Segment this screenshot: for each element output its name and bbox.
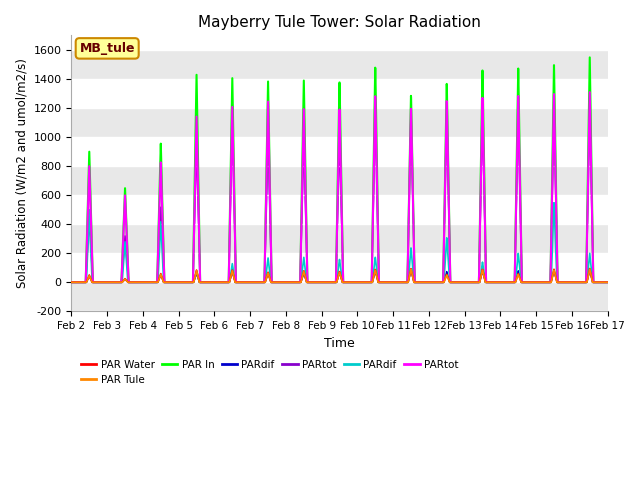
Bar xyxy=(72,282,607,312)
Text: MB_tule: MB_tule xyxy=(79,42,135,55)
Bar xyxy=(72,50,607,79)
Legend: PAR Water, PAR Tule, PAR In, PARdif, PARtot, PARdif, PARtot: PAR Water, PAR Tule, PAR In, PARdif, PAR… xyxy=(77,355,463,389)
Y-axis label: Solar Radiation (W/m2 and umol/m2/s): Solar Radiation (W/m2 and umol/m2/s) xyxy=(15,59,28,288)
X-axis label: Time: Time xyxy=(324,336,355,349)
Title: Mayberry Tule Tower: Solar Radiation: Mayberry Tule Tower: Solar Radiation xyxy=(198,15,481,30)
Bar xyxy=(72,224,607,253)
Bar xyxy=(72,108,607,137)
Bar xyxy=(72,166,607,195)
